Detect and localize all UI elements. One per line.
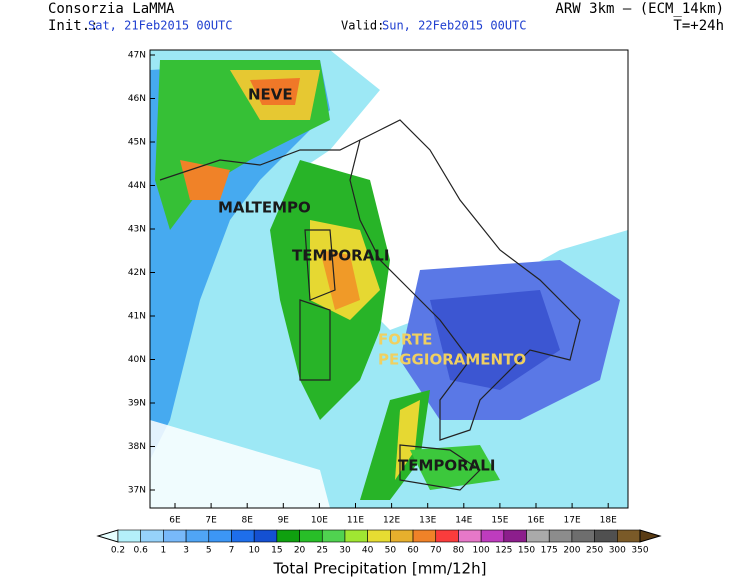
axes: 47N 46N 45N 44N 43N 42N 41N 40N 39N 38N 37N 6E 7E 8E 9… (128, 51, 617, 526)
colorbar-box (571, 529, 595, 543)
colorbar-box (367, 529, 391, 543)
colorbar-box (344, 529, 368, 543)
valid-label: Valid: (341, 19, 384, 33)
colorbar-label: 300 (609, 546, 626, 556)
lon-label: 16E (527, 516, 544, 526)
lon-label: 12E (383, 516, 400, 526)
source: Consorzia LaMMA (48, 1, 175, 17)
colorbar-label: 60 (407, 546, 419, 556)
init-label: Init.: (48, 18, 99, 34)
colorbar-box (390, 529, 414, 543)
colorbar-label: 250 (586, 546, 603, 556)
colorbar-box (617, 529, 641, 543)
colorbar-box (526, 529, 550, 543)
colorbar-label: 40 (362, 546, 374, 556)
colorbar-box (321, 529, 346, 543)
colorbar-box (117, 529, 141, 543)
lon-label: 17E (564, 516, 581, 526)
colorbar-box (185, 529, 210, 543)
lat-label: 40N (128, 355, 146, 365)
colorbar-label: 3 (183, 546, 189, 556)
colorbar-box (594, 529, 618, 543)
colorbar-box (276, 529, 300, 543)
annotations: NEVE MALTEMPO TEMPORALI FORTE PEGGIORAMENTO T… (218, 86, 526, 475)
colorbar-label: 200 (563, 546, 580, 556)
colorbar-label: 1 (161, 546, 167, 556)
lon-label: 10E (311, 516, 328, 526)
colorbar-cap (96, 529, 119, 543)
map-annotation: MALTEMPO (218, 199, 311, 217)
colorbar-label: 175 (541, 546, 558, 556)
lat-label: 46N (128, 94, 146, 104)
lat-label: 41N (128, 312, 146, 322)
lat-label: 47N (128, 51, 146, 61)
map-annotation: TEMPORALI (292, 247, 389, 265)
lat-label: 39N (128, 399, 146, 409)
colorbar-label: 20 (294, 546, 306, 556)
model: ARW 3km – (ECM_14km) (555, 1, 724, 17)
colorbar-label: 15 (271, 546, 282, 556)
precip-field (150, 50, 628, 508)
colorbar-label: 70 (430, 546, 442, 556)
lon-label: 18E (600, 516, 617, 526)
lon-label: 11E (347, 516, 364, 526)
lon-label: 9E (278, 516, 290, 526)
lon-label: 14E (455, 516, 472, 526)
colorbar-label: 25 (317, 546, 328, 556)
valid-time: Sun, 22Feb2015 00UTC (382, 19, 527, 33)
lon-label: 13E (419, 516, 436, 526)
colorbar-label: 0.2 (111, 546, 125, 556)
colorbar-label: 30 (339, 546, 351, 556)
colorbar-label: 10 (248, 546, 260, 556)
lat-label: 42N (128, 268, 146, 278)
map-annotation: PEGGIORAMENTO (378, 351, 526, 369)
colorbar-label: 100 (473, 546, 490, 556)
colorbar-label: 125 (495, 546, 512, 556)
lat-label: 44N (128, 181, 146, 191)
colorbar-box (231, 529, 255, 543)
colorbar-title: Total Precipitation [mm/12h] (273, 560, 487, 578)
map-annotation: TEMPORALI (398, 457, 495, 475)
lead-time: T=+24h (673, 18, 724, 34)
colorbar-label: 0.6 (134, 546, 149, 556)
colorbar-box (458, 529, 482, 543)
colorbar-box (253, 529, 278, 543)
colorbar-label: 50 (385, 546, 397, 556)
lat-label: 45N (128, 138, 146, 148)
colorbar-box (208, 529, 232, 543)
colorbar-box (140, 529, 164, 543)
colorbar-label: 350 (631, 546, 648, 556)
colorbar-label: 7 (229, 546, 235, 556)
colorbar-label: 80 (453, 546, 465, 556)
colorbar-box (163, 529, 187, 543)
map-frame (149, 49, 629, 509)
colorbar-cap (639, 529, 662, 543)
colorbar-label: 150 (518, 546, 535, 556)
colorbar-box (503, 529, 527, 543)
lon-label: 8E (241, 516, 253, 526)
colorbar: 0.2 0.6 1 3 5 7 10 15 20 25 30 40 50 60 70 80 100 125 150 1… (96, 529, 662, 556)
lat-label: 37N (128, 486, 146, 496)
map-annotation: NEVE (248, 86, 293, 104)
colorbar-box (480, 529, 505, 543)
colorbar-label: 5 (206, 546, 212, 556)
lat-label: 38N (128, 442, 146, 452)
coastline (159, 119, 581, 491)
colorbar-box (299, 529, 323, 543)
lat-label: 43N (128, 225, 146, 235)
lon-label: 15E (491, 516, 508, 526)
lon-label: 6E (169, 516, 181, 526)
colorbar-box (548, 529, 573, 543)
map-annotation: FORTE (378, 331, 432, 349)
colorbar-box (435, 529, 459, 543)
colorbar-box (412, 529, 437, 543)
init-time: Sat, 21Feb2015 00UTC (88, 19, 233, 33)
lon-label: 7E (205, 516, 217, 526)
